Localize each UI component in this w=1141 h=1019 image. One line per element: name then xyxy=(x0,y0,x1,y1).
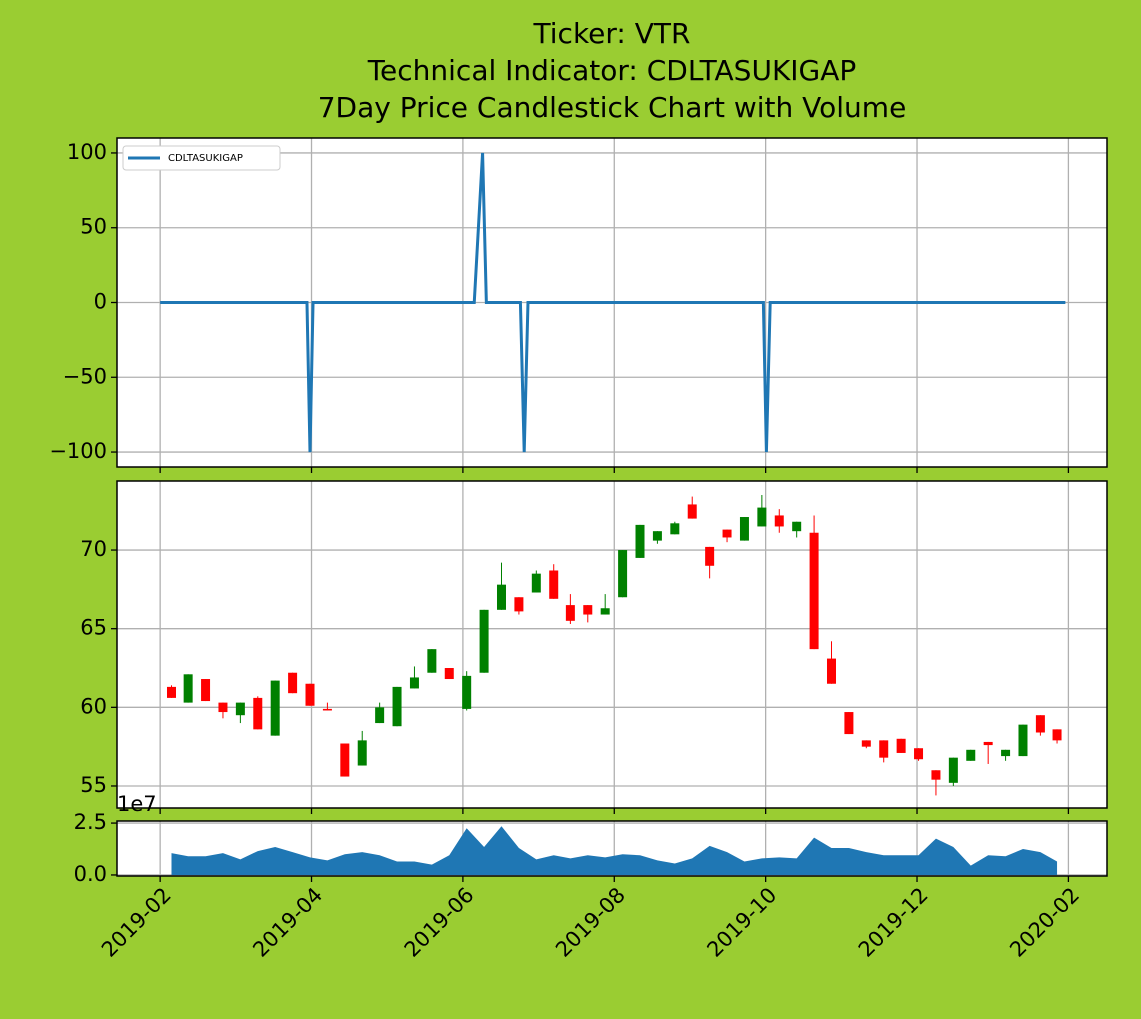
candle-body xyxy=(565,605,575,621)
candle-body xyxy=(1018,724,1028,757)
candle-body xyxy=(357,740,367,766)
candle-body xyxy=(444,668,454,680)
candle-body xyxy=(201,679,211,702)
candle-body xyxy=(322,708,332,711)
candle-body xyxy=(531,573,541,593)
candle-body xyxy=(757,507,767,527)
chart-title: Technical Indicator: CDLTASUKIGAP xyxy=(367,54,857,87)
legend-box xyxy=(122,145,281,171)
candle-body xyxy=(305,683,315,706)
candle-body xyxy=(392,686,402,727)
candle-body xyxy=(409,677,419,689)
candle-body xyxy=(705,546,715,566)
offset-label: 1e7 xyxy=(117,792,157,816)
candle-body xyxy=(479,609,489,673)
chart-title: 7Day Price Candlestick Chart with Volume xyxy=(318,91,907,124)
candle-body xyxy=(583,605,593,615)
candle-body xyxy=(966,749,976,761)
chart-title: Ticker: VTR xyxy=(533,17,691,50)
x-tick-label: 2020-02 xyxy=(1005,883,1084,962)
plot-frame xyxy=(116,137,1108,468)
candle-body xyxy=(722,529,732,538)
candle-body xyxy=(826,658,836,684)
volume-area xyxy=(171,826,1058,875)
candle-body xyxy=(462,675,472,709)
y-tick-label: 65 xyxy=(80,616,107,640)
candle-body xyxy=(983,741,993,746)
candle-body xyxy=(496,584,506,610)
y-tick-label: 0.0 xyxy=(74,862,107,886)
x-tick-label: 2019-08 xyxy=(551,883,630,962)
x-tick-label: 2019-10 xyxy=(702,883,781,962)
candle-body xyxy=(1001,749,1011,757)
x-tick-label: 2019-04 xyxy=(248,883,327,962)
candle-body xyxy=(427,649,437,673)
candle-body xyxy=(166,686,176,698)
y-tick-label: −100 xyxy=(49,439,107,463)
candle-body xyxy=(375,707,385,724)
candle-body xyxy=(896,738,906,753)
y-tick-label: −50 xyxy=(63,364,107,388)
y-tick-label: 60 xyxy=(80,694,107,718)
candle-body xyxy=(1052,729,1062,741)
candle-body xyxy=(652,531,662,541)
candle-body xyxy=(687,504,697,519)
x-tick-label: 2019-06 xyxy=(400,883,479,962)
candle-body xyxy=(914,748,924,760)
x-tick-label: 2019-12 xyxy=(854,883,933,962)
legend-text: CDLTASUKIGAP xyxy=(168,153,243,164)
y-tick-label: 2.5 xyxy=(74,810,107,834)
candle-body xyxy=(218,702,228,713)
candle-body xyxy=(809,532,819,650)
candle-body xyxy=(549,570,559,599)
candle-body xyxy=(253,697,263,730)
candle-body xyxy=(340,743,350,777)
candle-body xyxy=(288,672,298,694)
plot-frame xyxy=(116,820,1108,877)
candle-body xyxy=(235,702,245,716)
y-tick-label: 50 xyxy=(80,215,107,239)
candle-body xyxy=(670,523,680,535)
candle-body xyxy=(774,515,784,527)
y-tick-label: 0 xyxy=(94,290,107,314)
candle-body xyxy=(1035,715,1045,733)
candle-body xyxy=(635,524,645,558)
candle-body xyxy=(792,521,802,532)
candle-body xyxy=(600,608,610,615)
candle-body xyxy=(861,740,871,747)
candle-body xyxy=(948,757,958,783)
candle-body xyxy=(183,674,193,703)
plot-frame xyxy=(116,480,1108,809)
candle-body xyxy=(739,517,749,541)
y-tick-label: 70 xyxy=(80,537,107,561)
candle-body xyxy=(931,770,941,780)
candle-body xyxy=(514,597,524,612)
y-tick-label: 55 xyxy=(80,773,107,797)
candle-body xyxy=(879,740,889,758)
candle-body xyxy=(270,680,280,736)
x-tick-label: 2019-02 xyxy=(97,883,176,962)
candle-body xyxy=(618,550,628,598)
plot-area xyxy=(117,481,1107,808)
indicator-line xyxy=(160,152,1066,453)
y-tick-label: 100 xyxy=(67,140,107,164)
candle-body xyxy=(844,712,854,735)
